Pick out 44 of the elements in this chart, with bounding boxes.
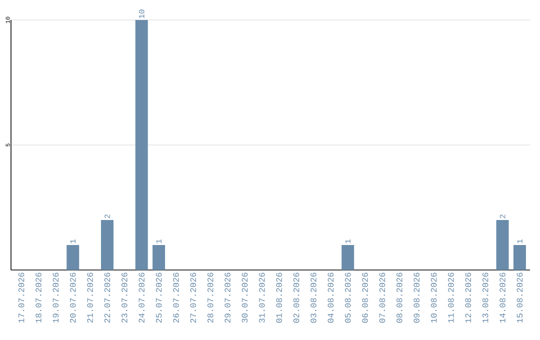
- x-tick-label: 11.08.2026: [448, 272, 454, 323]
- x-tick-label: 17.07.2026: [18, 272, 24, 323]
- x-tick-label: 19.07.2026: [52, 272, 59, 323]
- x-tick-label: 24.07.2026: [138, 272, 144, 323]
- x-tick-label: 27.07.2026: [190, 272, 196, 323]
- data-label: 2: [104, 214, 110, 218]
- x-tick-label: 05.08.2026: [344, 272, 351, 323]
- x-tick-label: 10.08.2026: [430, 272, 437, 323]
- x-tick-label: 28.07.2026: [207, 272, 214, 323]
- x-tick-label: 09.08.2026: [414, 272, 420, 323]
- x-tick-label: 03.08.2026: [310, 272, 316, 323]
- data-label: 2: [500, 214, 506, 218]
- x-tick-label: 15.08.2026: [516, 272, 523, 323]
- bar: [152, 245, 166, 270]
- data-label: 1: [517, 239, 522, 244]
- x-tick-label: 13.08.2026: [482, 272, 488, 323]
- bar: [496, 220, 509, 270]
- x-tick-label: 29.07.2026: [224, 272, 230, 323]
- bar: [135, 20, 148, 270]
- x-tick-label: 30.07.2026: [242, 272, 248, 323]
- bar: [66, 245, 80, 270]
- bar: [342, 245, 354, 270]
- bar: [100, 220, 114, 270]
- x-tick-label: 25.07.2026: [156, 272, 162, 323]
- x-tick-label: 22.07.2026: [104, 272, 110, 323]
- x-tick-label: 07.08.2026: [379, 272, 386, 323]
- x-tick-label: 12.08.2026: [465, 272, 472, 323]
- data-label: 1: [345, 239, 350, 244]
- x-tick-label: 04.08.2026: [328, 272, 334, 323]
- data-label: 1: [156, 239, 162, 244]
- x-tick-label: 26.07.2026: [173, 272, 179, 323]
- x-tick-label: 31.07.2026: [259, 272, 265, 323]
- x-tick-label: 02.08.2026: [293, 272, 300, 323]
- x-tick-label: 08.08.2026: [396, 272, 402, 323]
- data-label: 10: [138, 10, 144, 18]
- x-tick-label: 06.08.2026: [362, 272, 368, 323]
- x-tick-label: 21.07.2026: [87, 272, 93, 323]
- x-tick-label: 20.07.2026: [70, 272, 76, 323]
- bar: [513, 245, 526, 270]
- x-tick-label: 18.07.2026: [36, 272, 42, 323]
- x-tick-label: 01.08.2026: [276, 272, 282, 323]
- x-tick-label: 23.07.2026: [122, 272, 128, 323]
- data-label: 1: [70, 239, 76, 244]
- x-tick-label: 14.08.2026: [500, 272, 506, 323]
